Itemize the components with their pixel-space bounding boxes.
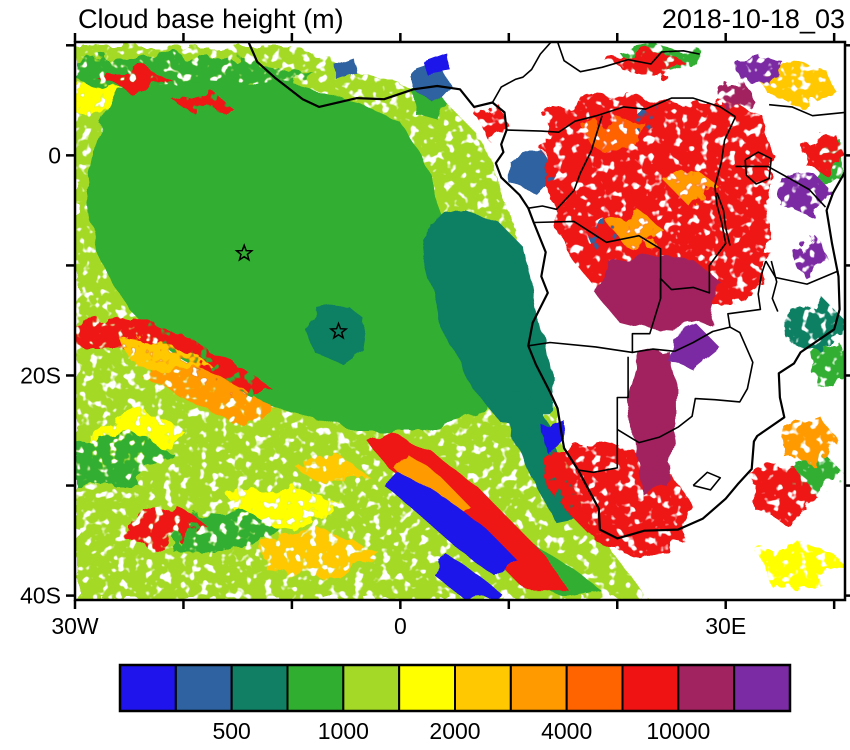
chart-title: Cloud base height (m) [78, 4, 344, 34]
colorbar-cell [286, 664, 345, 712]
cloud-region [118, 337, 206, 374]
country-border [616, 326, 754, 444]
x-axis-label: 0 [394, 613, 407, 639]
colorbar-cell [677, 664, 736, 712]
star-marker [234, 243, 254, 262]
coastline [247, 42, 845, 540]
colorbar-cell [621, 664, 680, 712]
cloud-region [779, 171, 835, 216]
cloud-region [747, 463, 818, 525]
colorbar: 500 1000 2000 4000 10000 [118, 663, 792, 744]
cloud-region [384, 474, 520, 580]
colorbar-frame [118, 663, 792, 713]
x-axis-label: 30E [705, 613, 746, 639]
country-border [506, 97, 736, 133]
cloud-region [660, 166, 721, 205]
country-border [659, 116, 737, 299]
cloud-region [628, 348, 677, 497]
cloud-region [422, 51, 453, 77]
cloud-region [736, 53, 786, 84]
cloud-region [779, 414, 840, 464]
cloud-region [541, 417, 566, 453]
colorbar-cell [230, 664, 289, 712]
plot-frame [73, 40, 847, 602]
colorbar-cell [342, 664, 401, 712]
lake-outline [770, 260, 779, 312]
geography-overlay [234, 42, 845, 540]
cloud-region [714, 78, 753, 112]
cloud-region [584, 116, 650, 150]
cloud-region [758, 540, 845, 585]
colorbar-cell [174, 664, 233, 712]
country-border [556, 42, 700, 73]
country-border [765, 260, 839, 285]
country-border [528, 115, 603, 211]
cloud-region [758, 61, 840, 106]
colorbar-tick-label: 1000 [318, 718, 369, 744]
cloud-region [291, 452, 368, 486]
cloud-region [335, 58, 360, 83]
country-border [735, 165, 827, 208]
cloud-region [595, 254, 721, 332]
cloud-region [666, 326, 721, 370]
cloud-region [812, 342, 845, 387]
colorbar-cell [454, 664, 512, 712]
cloud-region [172, 507, 282, 552]
cloud-region [75, 430, 173, 486]
y-axis-label: 0 [48, 142, 61, 168]
colorbar-cell [398, 664, 456, 712]
cloud-region [476, 105, 511, 139]
cloud-region [422, 210, 553, 431]
cloud-region [790, 237, 829, 275]
cloud-region [259, 529, 379, 580]
cloud-region [606, 50, 688, 79]
colorbar-cell [509, 664, 568, 712]
lake-outline [716, 192, 731, 246]
star-marker [328, 321, 349, 340]
colorbar-tick-label: 2000 [429, 718, 480, 744]
lake-outline [744, 151, 773, 185]
cloud-field [75, 43, 845, 600]
colorbar-cell [733, 664, 792, 712]
country-border [674, 260, 767, 353]
cloud-region [790, 298, 845, 354]
y-axis-label: 20S [20, 362, 61, 388]
country-border [528, 220, 662, 354]
axes: 30W 0 30E 0 20S 40S [20, 33, 850, 639]
chart-timestamp: 2018-10-18_03 [662, 4, 845, 34]
cloud-region [118, 502, 206, 547]
y-axis-label: 40S [20, 583, 61, 609]
country-border [632, 348, 675, 354]
colorbar-tick-label: 4000 [541, 718, 592, 744]
country-border [769, 103, 845, 117]
colorbar-tick-label: 10000 [646, 718, 710, 744]
colorbar-cell [565, 664, 624, 712]
x-axis-label: 30W [51, 613, 99, 639]
cloud-region [801, 133, 845, 172]
cloud-region [172, 89, 233, 114]
cloud-region [96, 64, 173, 92]
colorbar-cell [119, 664, 177, 712]
cloud-region [432, 551, 504, 600]
colorbar-tick-label: 500 [212, 718, 250, 744]
country-border [491, 42, 552, 103]
country-border [692, 471, 722, 491]
